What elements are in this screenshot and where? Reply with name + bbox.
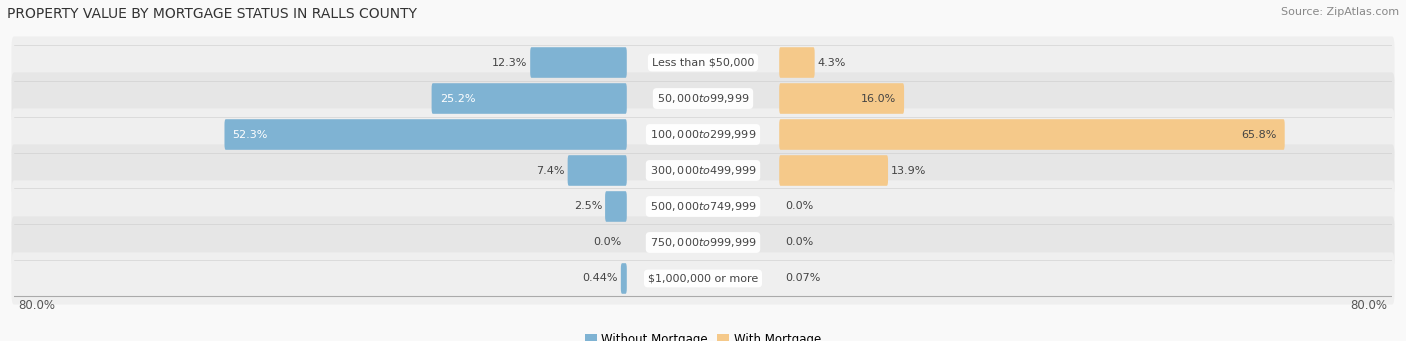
FancyBboxPatch shape: [779, 119, 1285, 150]
Text: 13.9%: 13.9%: [891, 165, 927, 176]
FancyBboxPatch shape: [432, 83, 627, 114]
Text: 4.3%: 4.3%: [818, 58, 846, 68]
Text: 2.5%: 2.5%: [574, 202, 602, 211]
Text: 16.0%: 16.0%: [860, 93, 896, 104]
Text: $1,000,000 or more: $1,000,000 or more: [648, 273, 758, 283]
Text: $300,000 to $499,999: $300,000 to $499,999: [650, 164, 756, 177]
FancyBboxPatch shape: [11, 252, 1395, 305]
Text: $750,000 to $999,999: $750,000 to $999,999: [650, 236, 756, 249]
FancyBboxPatch shape: [11, 36, 1395, 89]
Legend: Without Mortgage, With Mortgage: Without Mortgage, With Mortgage: [581, 329, 825, 341]
FancyBboxPatch shape: [11, 144, 1395, 197]
Text: Source: ZipAtlas.com: Source: ZipAtlas.com: [1281, 7, 1399, 17]
Text: 0.0%: 0.0%: [785, 237, 813, 248]
FancyBboxPatch shape: [11, 72, 1395, 124]
FancyBboxPatch shape: [779, 47, 814, 78]
FancyBboxPatch shape: [779, 155, 889, 186]
Text: 7.4%: 7.4%: [536, 165, 565, 176]
Text: $100,000 to $299,999: $100,000 to $299,999: [650, 128, 756, 141]
FancyBboxPatch shape: [779, 83, 904, 114]
FancyBboxPatch shape: [11, 217, 1395, 269]
FancyBboxPatch shape: [530, 47, 627, 78]
Text: PROPERTY VALUE BY MORTGAGE STATUS IN RALLS COUNTY: PROPERTY VALUE BY MORTGAGE STATUS IN RAL…: [7, 7, 418, 21]
FancyBboxPatch shape: [11, 108, 1395, 161]
Text: 65.8%: 65.8%: [1241, 130, 1277, 139]
FancyBboxPatch shape: [225, 119, 627, 150]
Text: 0.44%: 0.44%: [582, 273, 617, 283]
Text: 52.3%: 52.3%: [232, 130, 269, 139]
Text: $50,000 to $99,999: $50,000 to $99,999: [657, 92, 749, 105]
FancyBboxPatch shape: [621, 263, 627, 294]
Text: 80.0%: 80.0%: [1351, 299, 1388, 312]
Text: 0.0%: 0.0%: [593, 237, 621, 248]
Text: 12.3%: 12.3%: [492, 58, 527, 68]
Text: 25.2%: 25.2%: [440, 93, 475, 104]
Text: 0.07%: 0.07%: [786, 273, 821, 283]
Text: 80.0%: 80.0%: [18, 299, 55, 312]
Text: $500,000 to $749,999: $500,000 to $749,999: [650, 200, 756, 213]
Text: 0.0%: 0.0%: [785, 202, 813, 211]
FancyBboxPatch shape: [568, 155, 627, 186]
FancyBboxPatch shape: [605, 191, 627, 222]
FancyBboxPatch shape: [11, 180, 1395, 233]
Text: Less than $50,000: Less than $50,000: [652, 58, 754, 68]
